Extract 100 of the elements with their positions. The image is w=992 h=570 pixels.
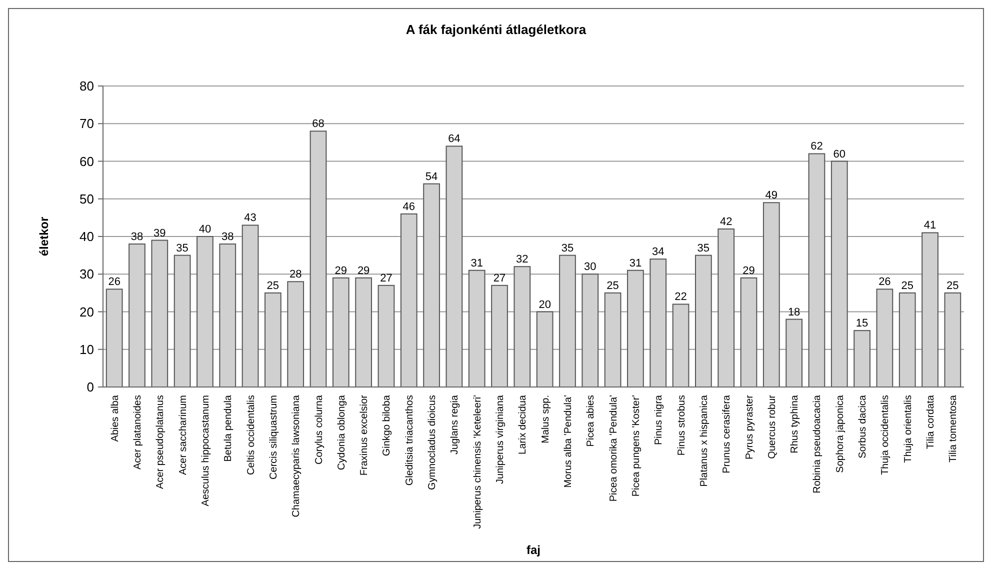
bar	[898, 292, 916, 388]
x-axis-title: faj	[526, 543, 541, 557]
x-tick-label: Abies alba	[110, 394, 121, 442]
bar	[718, 228, 735, 388]
data-label: 27	[493, 272, 506, 284]
data-label: 25	[946, 280, 959, 292]
bar	[355, 277, 372, 388]
x-tick-label: Morus alba 'Pendula'	[562, 394, 574, 488]
bar	[468, 270, 486, 388]
bar	[740, 277, 758, 388]
x-tick-label: Rhus typhina	[790, 394, 801, 454]
bar	[310, 130, 327, 388]
x-tick-label: Robinia pseudoacacia	[812, 394, 824, 494]
data-label: 40	[198, 224, 212, 236]
x-tick-label: Juniperus virginiana	[495, 394, 506, 484]
y-tick-label: 30	[80, 266, 94, 282]
x-tick-label: Corylus colurna	[314, 394, 325, 464]
x-tick-label: Picea abies	[586, 395, 597, 447]
bar	[582, 274, 599, 388]
data-label: 64	[448, 133, 460, 146]
data-label: 43	[244, 212, 256, 224]
y-axis-title: életkor	[37, 216, 51, 256]
data-label: 25	[266, 280, 280, 292]
data-label: 26	[108, 276, 120, 288]
x-tick-label: Aesculus hippocastanum	[200, 395, 212, 506]
data-label: 18	[788, 306, 800, 318]
x-tick-label: Chamaecyparis lawsoniana	[291, 394, 302, 518]
bar	[491, 284, 508, 388]
data-label: 32	[516, 254, 528, 266]
data-label: 62	[810, 140, 823, 153]
bar	[808, 153, 826, 388]
data-label: 29	[742, 264, 755, 277]
x-tick-label: Larix decidua	[518, 394, 529, 454]
data-label: 46	[402, 200, 416, 213]
bar	[650, 258, 667, 388]
bar	[219, 244, 236, 388]
data-label: 34	[652, 246, 664, 258]
bar	[264, 292, 282, 388]
bar	[854, 330, 870, 388]
bar	[332, 277, 350, 388]
data-label: 38	[221, 231, 234, 244]
data-label: 38	[130, 231, 144, 244]
bar	[876, 288, 894, 388]
x-tick-label: Cercis siliquastrum	[268, 395, 280, 480]
bar	[536, 311, 554, 388]
y-tick-label: 60	[80, 154, 94, 169]
bar	[423, 183, 440, 388]
x-tick-label: Platanus x hispanica	[698, 394, 710, 487]
x-tick-label: Picea omorika 'Pendula'	[608, 394, 620, 502]
bar	[786, 318, 802, 388]
bar	[378, 284, 395, 388]
x-tick-label: Thuja orientalis	[902, 395, 914, 463]
data-label: 42	[720, 216, 732, 228]
x-tick-label: Juglans regia	[450, 394, 461, 454]
data-label: 15	[856, 318, 868, 330]
data-label: 35	[561, 242, 574, 254]
bar	[559, 254, 576, 388]
data-label: 29	[334, 264, 348, 277]
data-label: 31	[629, 257, 642, 270]
x-tick-label: Sophora japonica	[834, 394, 846, 473]
x-tick-label: Juniperus chinensis 'Keteleeri'	[472, 394, 484, 529]
bar	[400, 213, 418, 388]
data-label: 60	[833, 148, 846, 160]
data-label: 31	[470, 257, 483, 270]
data-label: 28	[289, 268, 302, 281]
bar	[672, 304, 690, 388]
x-tick-label: Sorbus dacica	[858, 394, 869, 458]
x-tick-label: Malus spp.	[540, 395, 552, 444]
data-label: 25	[901, 280, 914, 292]
bar	[128, 244, 146, 388]
bar	[830, 160, 848, 388]
data-label: 39	[154, 227, 166, 240]
bar	[242, 224, 259, 388]
data-label: 35	[176, 242, 188, 254]
x-tick-label: Tilia tomentosa	[948, 394, 960, 462]
data-label: 68	[312, 118, 324, 130]
x-tick-label: Pyrus pyraster	[744, 394, 756, 460]
x-tick-label: Acer pseudoplatanus	[155, 395, 166, 489]
data-label: 26	[878, 276, 891, 288]
bar	[196, 236, 214, 388]
data-label: 41	[924, 220, 936, 232]
bar	[446, 146, 463, 388]
x-tick-label: Betula pendula	[223, 394, 234, 462]
bar	[627, 270, 644, 388]
bar	[287, 281, 304, 388]
x-tick-label: Tilia cordata	[926, 394, 937, 450]
x-tick-label: Picea pungens 'Koster'	[630, 394, 642, 497]
x-tick-label: Pinus nigra	[654, 394, 665, 446]
y-tick-label: 80	[80, 78, 94, 94]
x-tick-label: Gymnocladus dioicus	[427, 395, 438, 490]
data-label: 49	[765, 190, 778, 202]
data-label: 27	[380, 272, 392, 284]
y-tick-label: 50	[80, 191, 94, 206]
data-label: 20	[538, 298, 551, 311]
bar	[695, 254, 712, 388]
x-tick-label: Fraxinus excelsior	[359, 394, 370, 476]
x-tick-label: Prunus cerasifera	[722, 394, 733, 474]
x-tick-label: Thuja occidentalis	[880, 395, 892, 476]
bar	[944, 292, 962, 388]
y-tick-label: 20	[80, 304, 94, 320]
